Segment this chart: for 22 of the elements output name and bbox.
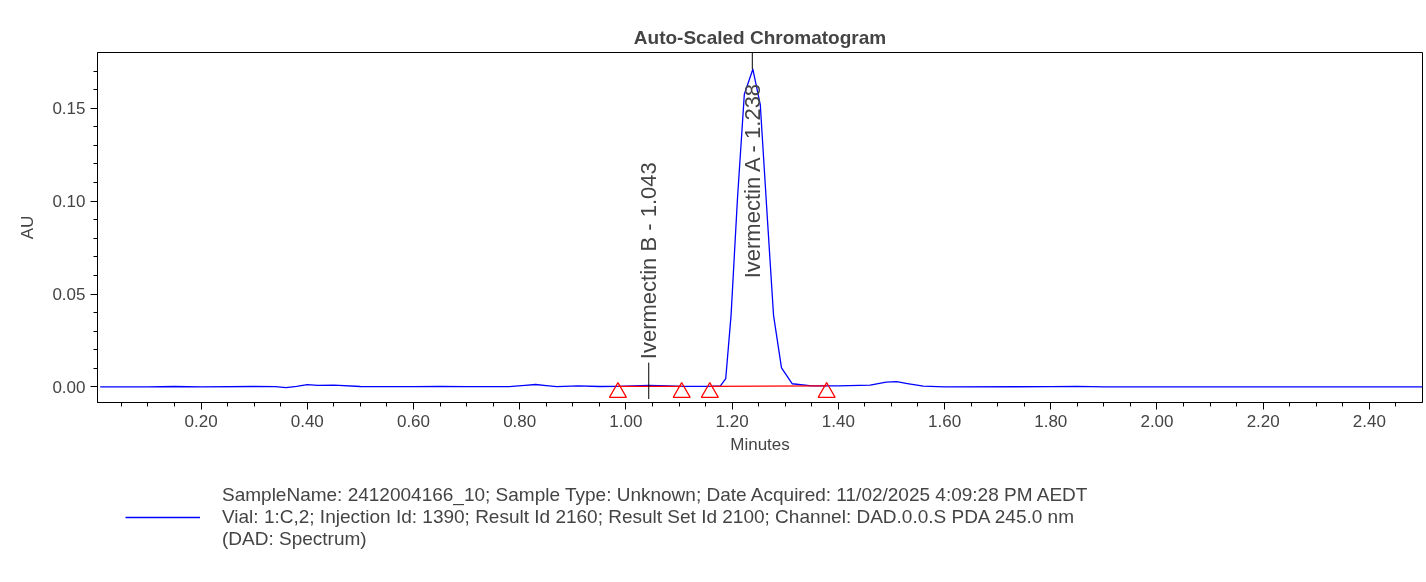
x-tick-label: 2.40: [1352, 411, 1386, 431]
x-tick-label: 1.20: [715, 411, 749, 431]
x-tick-label: 0.80: [503, 411, 537, 431]
x-tick-label: 1.60: [928, 411, 962, 431]
x-tick-label: 2.20: [1246, 411, 1280, 431]
y-tick-label: 0.05: [52, 285, 86, 305]
x-tick-label: 1.40: [821, 411, 855, 431]
annotation: Ivermectin A - 1.238: [739, 83, 765, 279]
x-tick-label: 0.60: [396, 411, 431, 431]
x-tick-label: 0.20: [184, 411, 218, 431]
y-axis-title: AU: [18, 215, 38, 240]
x-tick-label: 2.00: [1140, 411, 1174, 431]
annotation: Ivermectin B - 1.043: [636, 162, 662, 360]
y-tick-label: 0.10: [52, 192, 86, 212]
y-tick-label: 0.00: [52, 377, 86, 397]
x-tick-label: 0.40: [290, 411, 324, 431]
y-tick-label: 0.15: [52, 99, 86, 119]
x-axis-title: Minutes: [730, 434, 790, 454]
legend-label: SampleName: 2412004166_10; Sample Type: Unknown; Date Acquired: 11/02/2025 4:09:28 PM AEDT Vial: 1:C,2; Injection Id: 1390; Result Id 2160; Result Set Id 2100; Channel: DAD.0.0.S PDA 245.0 nm (DAD: Spectrum): [222, 484, 1088, 550]
x-tick-label: 1.00: [609, 411, 643, 431]
chart-title: Auto-Scaled Chromatogram: [633, 26, 887, 48]
x-tick-label: 1.80: [1034, 411, 1068, 431]
